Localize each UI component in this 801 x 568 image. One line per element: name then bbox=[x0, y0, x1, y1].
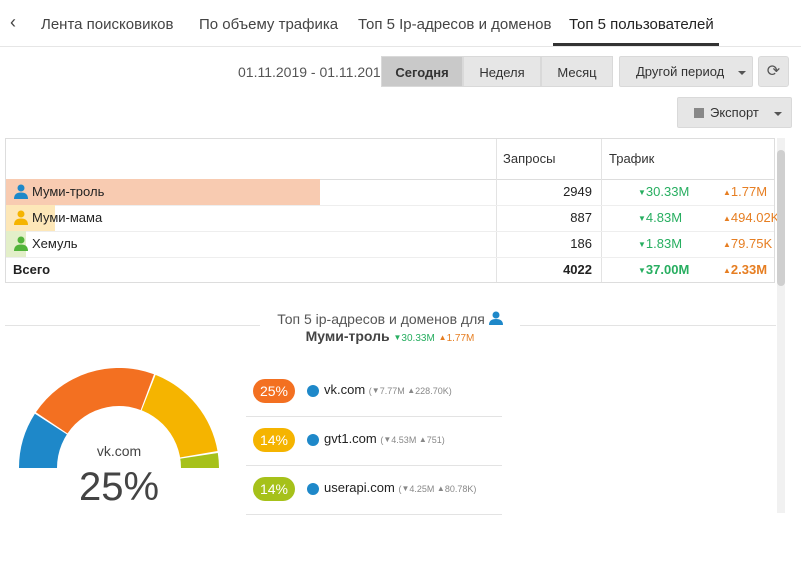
scrollbar-track[interactable] bbox=[777, 138, 785, 513]
tab-top5-ip-domains[interactable]: Топ 5 Ip-адресов и доменов bbox=[358, 16, 552, 33]
table-row[interactable]: Муми-мама 887 ▼4.83M ▲494.02K bbox=[6, 205, 779, 232]
user-traffic-up: ▲494.02K bbox=[723, 210, 780, 225]
table-total-row: Всего 4022 ▼37.00M ▲2.33M bbox=[6, 257, 774, 284]
section-divider bbox=[520, 325, 776, 326]
requests-header[interactable]: Запросы bbox=[503, 151, 556, 166]
domain-traffic: (▼4.25M ▲80.78K) bbox=[398, 484, 477, 494]
user-requests: 2949 bbox=[563, 184, 592, 199]
chevron-down-icon bbox=[774, 111, 783, 116]
domain-name: userapi.com (▼4.25M ▲80.78K) bbox=[324, 480, 477, 495]
section-user: Муми-троль bbox=[305, 328, 390, 344]
domain-traffic: (▼7.77M ▲228.70K) bbox=[368, 386, 452, 396]
table-row[interactable]: Хемуль 186 ▼1.83M ▲79.75K bbox=[6, 231, 774, 258]
other-period-label: Другой период bbox=[636, 64, 725, 79]
section-traffic-down: ▼30.33M bbox=[393, 333, 435, 344]
section-divider bbox=[5, 325, 260, 326]
month-button[interactable]: Месяц bbox=[541, 56, 613, 87]
row-share-bar bbox=[6, 205, 55, 231]
other-period-dropdown[interactable]: Другой период bbox=[619, 56, 753, 87]
domain-list-item[interactable]: 25% vk.com (▼7.77M ▲228.70K) bbox=[246, 367, 502, 417]
domain-list-item[interactable]: 14% gvt1.com (▼4.53M ▲751) bbox=[246, 416, 502, 466]
domain-list-item[interactable]: 14% userapi.com (▼4.25M ▲80.78K) bbox=[246, 465, 502, 515]
upload-icon bbox=[694, 108, 704, 118]
domain-percent-badge: 14% bbox=[253, 428, 295, 452]
refresh-button[interactable]: ⟳ bbox=[758, 56, 789, 87]
total-label: Всего bbox=[13, 262, 51, 277]
domain-dot-icon bbox=[307, 385, 319, 397]
user-name: Хемуль bbox=[32, 236, 78, 251]
week-button[interactable]: Неделя bbox=[463, 56, 541, 87]
date-range: 01.11.2019 - 01.11.2019 bbox=[238, 64, 389, 80]
domain-dot-icon bbox=[307, 483, 319, 495]
refresh-icon: ⟳ bbox=[766, 63, 781, 80]
tab-top5-users[interactable]: Топ 5 пользователей bbox=[569, 16, 714, 33]
domain-share-donut: vk.com 25% bbox=[19, 368, 219, 530]
column-divider bbox=[496, 139, 497, 282]
user-traffic-up: ▲79.75K bbox=[723, 236, 773, 251]
table-row[interactable]: Муми-троль 2949 ▼30.33M ▲1.77M bbox=[6, 179, 774, 206]
users-table: Запросы Трафик Муми-троль 2949 ▼30.33M ▲1.7… bbox=[5, 138, 779, 284]
tab-search-feed[interactable]: Лента поисковиков bbox=[41, 16, 174, 33]
donut-center-value: 25% bbox=[79, 465, 159, 509]
traffic-header[interactable]: Трафик bbox=[609, 151, 655, 166]
user-icon bbox=[14, 184, 28, 199]
column-divider bbox=[601, 139, 602, 282]
user-icon bbox=[14, 210, 28, 225]
domain-percent-badge: 25% bbox=[253, 379, 295, 403]
total-requests: 4022 bbox=[563, 262, 592, 277]
section-traffic-up: ▲1.77M bbox=[438, 333, 475, 344]
active-tab-indicator bbox=[553, 43, 719, 46]
user-traffic-down: ▼30.33M bbox=[638, 184, 690, 199]
tabs-divider bbox=[0, 46, 801, 47]
chevron-left-icon[interactable]: ‹ bbox=[10, 12, 16, 32]
user-name: Муми-мама bbox=[32, 210, 103, 225]
export-dropdown[interactable]: Экспорт bbox=[677, 97, 792, 128]
domain-name: vk.com (▼7.77M ▲228.70K) bbox=[324, 382, 452, 397]
today-button[interactable]: Сегодня bbox=[381, 56, 463, 87]
user-traffic-down: ▼1.83M bbox=[638, 236, 683, 251]
domain-dot-icon bbox=[307, 434, 319, 446]
export-label: Экспорт bbox=[710, 105, 759, 120]
donut-center-label: vk.com bbox=[97, 443, 141, 459]
table-header: Запросы Трафик bbox=[6, 139, 774, 180]
user-requests: 887 bbox=[570, 210, 592, 225]
period-button-group: Сегодня Неделя Месяц bbox=[381, 56, 613, 87]
user-traffic-up: ▲1.77M bbox=[723, 184, 768, 199]
scrollbar-thumb[interactable] bbox=[777, 150, 785, 286]
user-traffic-down: ▼4.83M bbox=[638, 210, 683, 225]
domain-traffic: (▼4.53M ▲751) bbox=[380, 435, 445, 445]
user-requests: 186 bbox=[570, 236, 592, 251]
domain-percent-badge: 14% bbox=[253, 477, 295, 501]
tab-traffic-volume[interactable]: По объему трафика bbox=[199, 16, 339, 33]
total-traffic-down: ▼37.00M bbox=[638, 262, 690, 277]
section-title: Топ 5 ip-адресов и доменов для Муми-трол… bbox=[260, 311, 520, 347]
total-traffic-up: ▲2.33M bbox=[723, 262, 768, 277]
user-icon bbox=[14, 236, 28, 251]
user-name: Муми-троль bbox=[32, 184, 105, 199]
chevron-down-icon bbox=[737, 70, 746, 75]
tab-bar: ‹ Лента поисковиков По объему трафика То… bbox=[0, 0, 801, 46]
row-share-bar bbox=[6, 179, 320, 205]
user-icon bbox=[488, 311, 503, 325]
domain-name: gvt1.com (▼4.53M ▲751) bbox=[324, 431, 445, 446]
